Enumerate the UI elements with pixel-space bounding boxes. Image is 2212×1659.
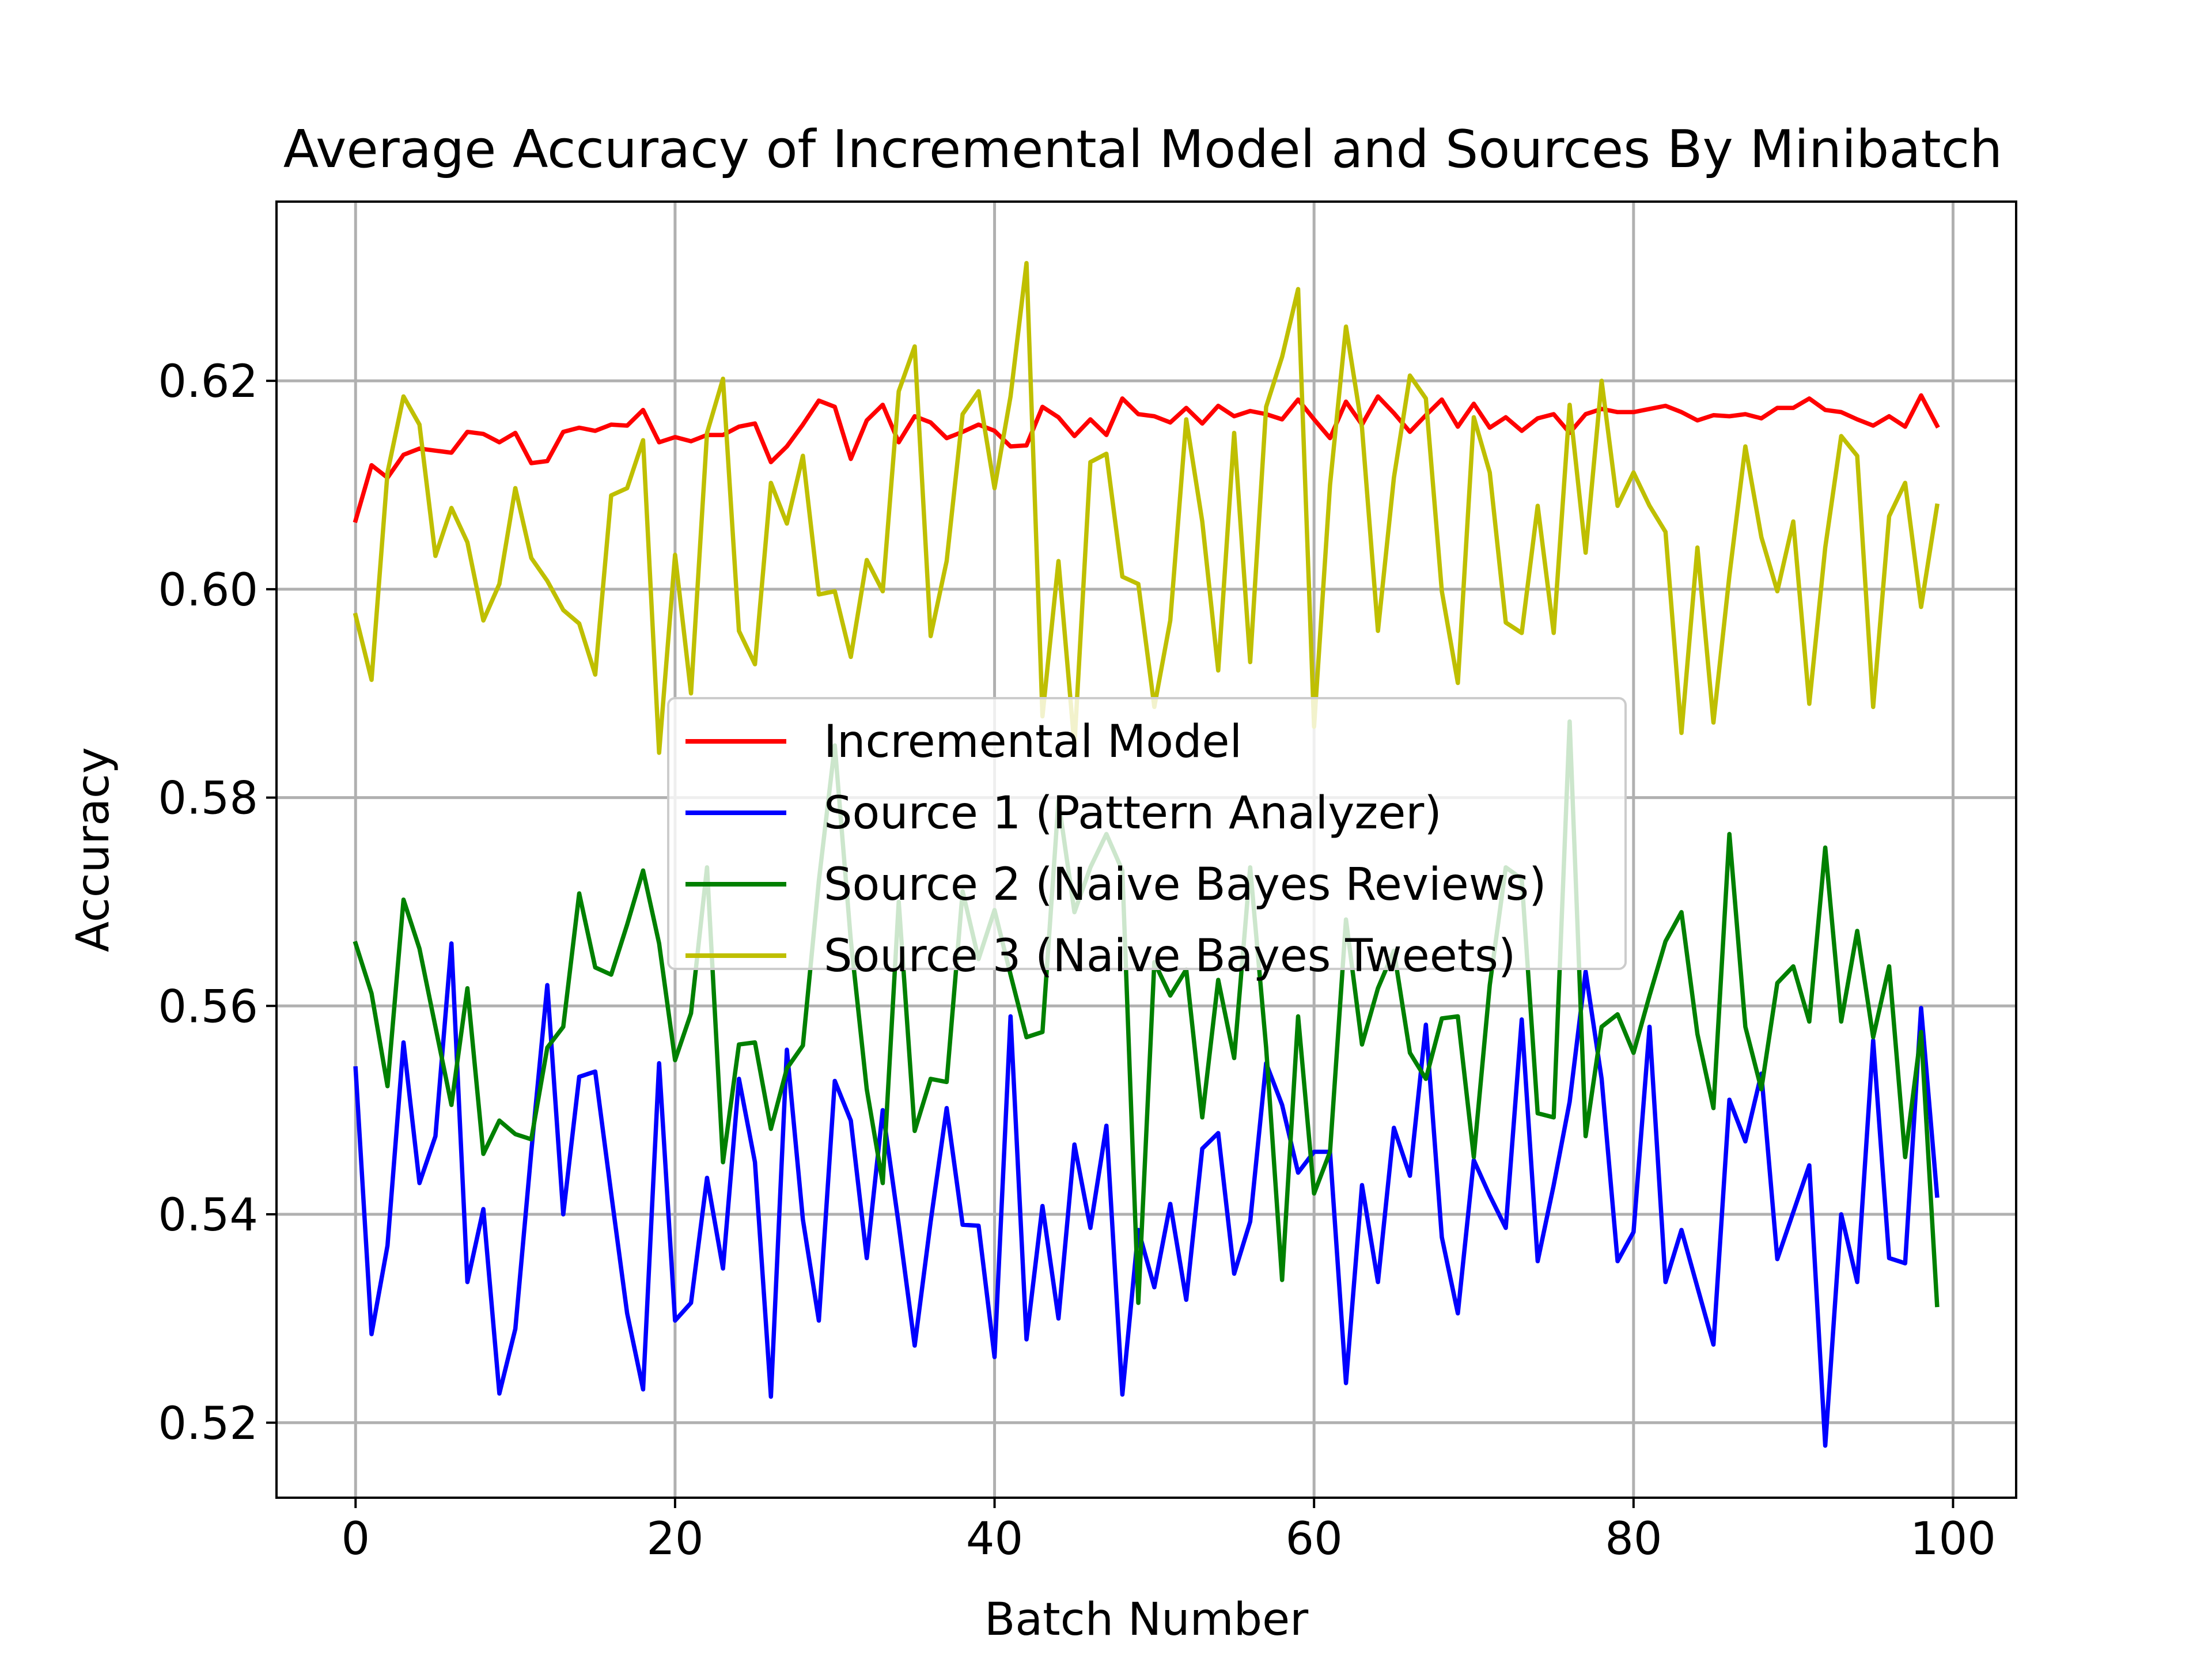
y-tick-label: 0.56 xyxy=(158,981,258,1033)
x-tick-label: 60 xyxy=(1286,1513,1343,1565)
series-line-1 xyxy=(353,393,1940,524)
x-tick-label: 20 xyxy=(646,1513,703,1565)
chart-title: Average Accuracy of Incremental Model an… xyxy=(283,119,2002,180)
legend: Incremental Model Source 1 (Pattern Analy… xyxy=(667,697,1627,982)
x-tick-label: 100 xyxy=(1910,1513,1996,1565)
plot-frame xyxy=(275,200,2017,1499)
legend-entry-label: Incremental Model xyxy=(824,716,1242,768)
y-tick-label: 0.62 xyxy=(158,356,258,408)
x-tick-label: 40 xyxy=(966,1513,1023,1565)
y-tick-label: 0.54 xyxy=(158,1190,258,1241)
x-tick-label: 80 xyxy=(1605,1513,1662,1565)
axis-ticks: 0 20 40 60 80 100 0.52 0.54 0.56 0.58 0.60 0.62 xyxy=(158,356,1996,1565)
y-tick-label: 0.58 xyxy=(158,773,258,825)
y-tick-label: 0.52 xyxy=(158,1398,258,1450)
series-line-3 xyxy=(353,719,1940,1308)
x-tick-label: 0 xyxy=(341,1513,370,1565)
series-line-2 xyxy=(353,941,1940,1448)
y-axis-label: Accuracy xyxy=(67,747,119,952)
legend-entry-label: Source 2 (Naive Bayes Reviews) xyxy=(824,859,1547,911)
x-axis-label: Batch Number xyxy=(984,1594,1309,1646)
series-line-4 xyxy=(353,260,1940,755)
legend-frame xyxy=(667,697,1627,970)
y-tick-label: 0.60 xyxy=(158,565,258,616)
legend-entry-label: Source 3 (Naive Bayes Tweets) xyxy=(824,930,1516,982)
series-lines xyxy=(353,260,1940,1448)
legend-entry-label: Source 1 (Pattern Analyzer) xyxy=(824,787,1442,839)
